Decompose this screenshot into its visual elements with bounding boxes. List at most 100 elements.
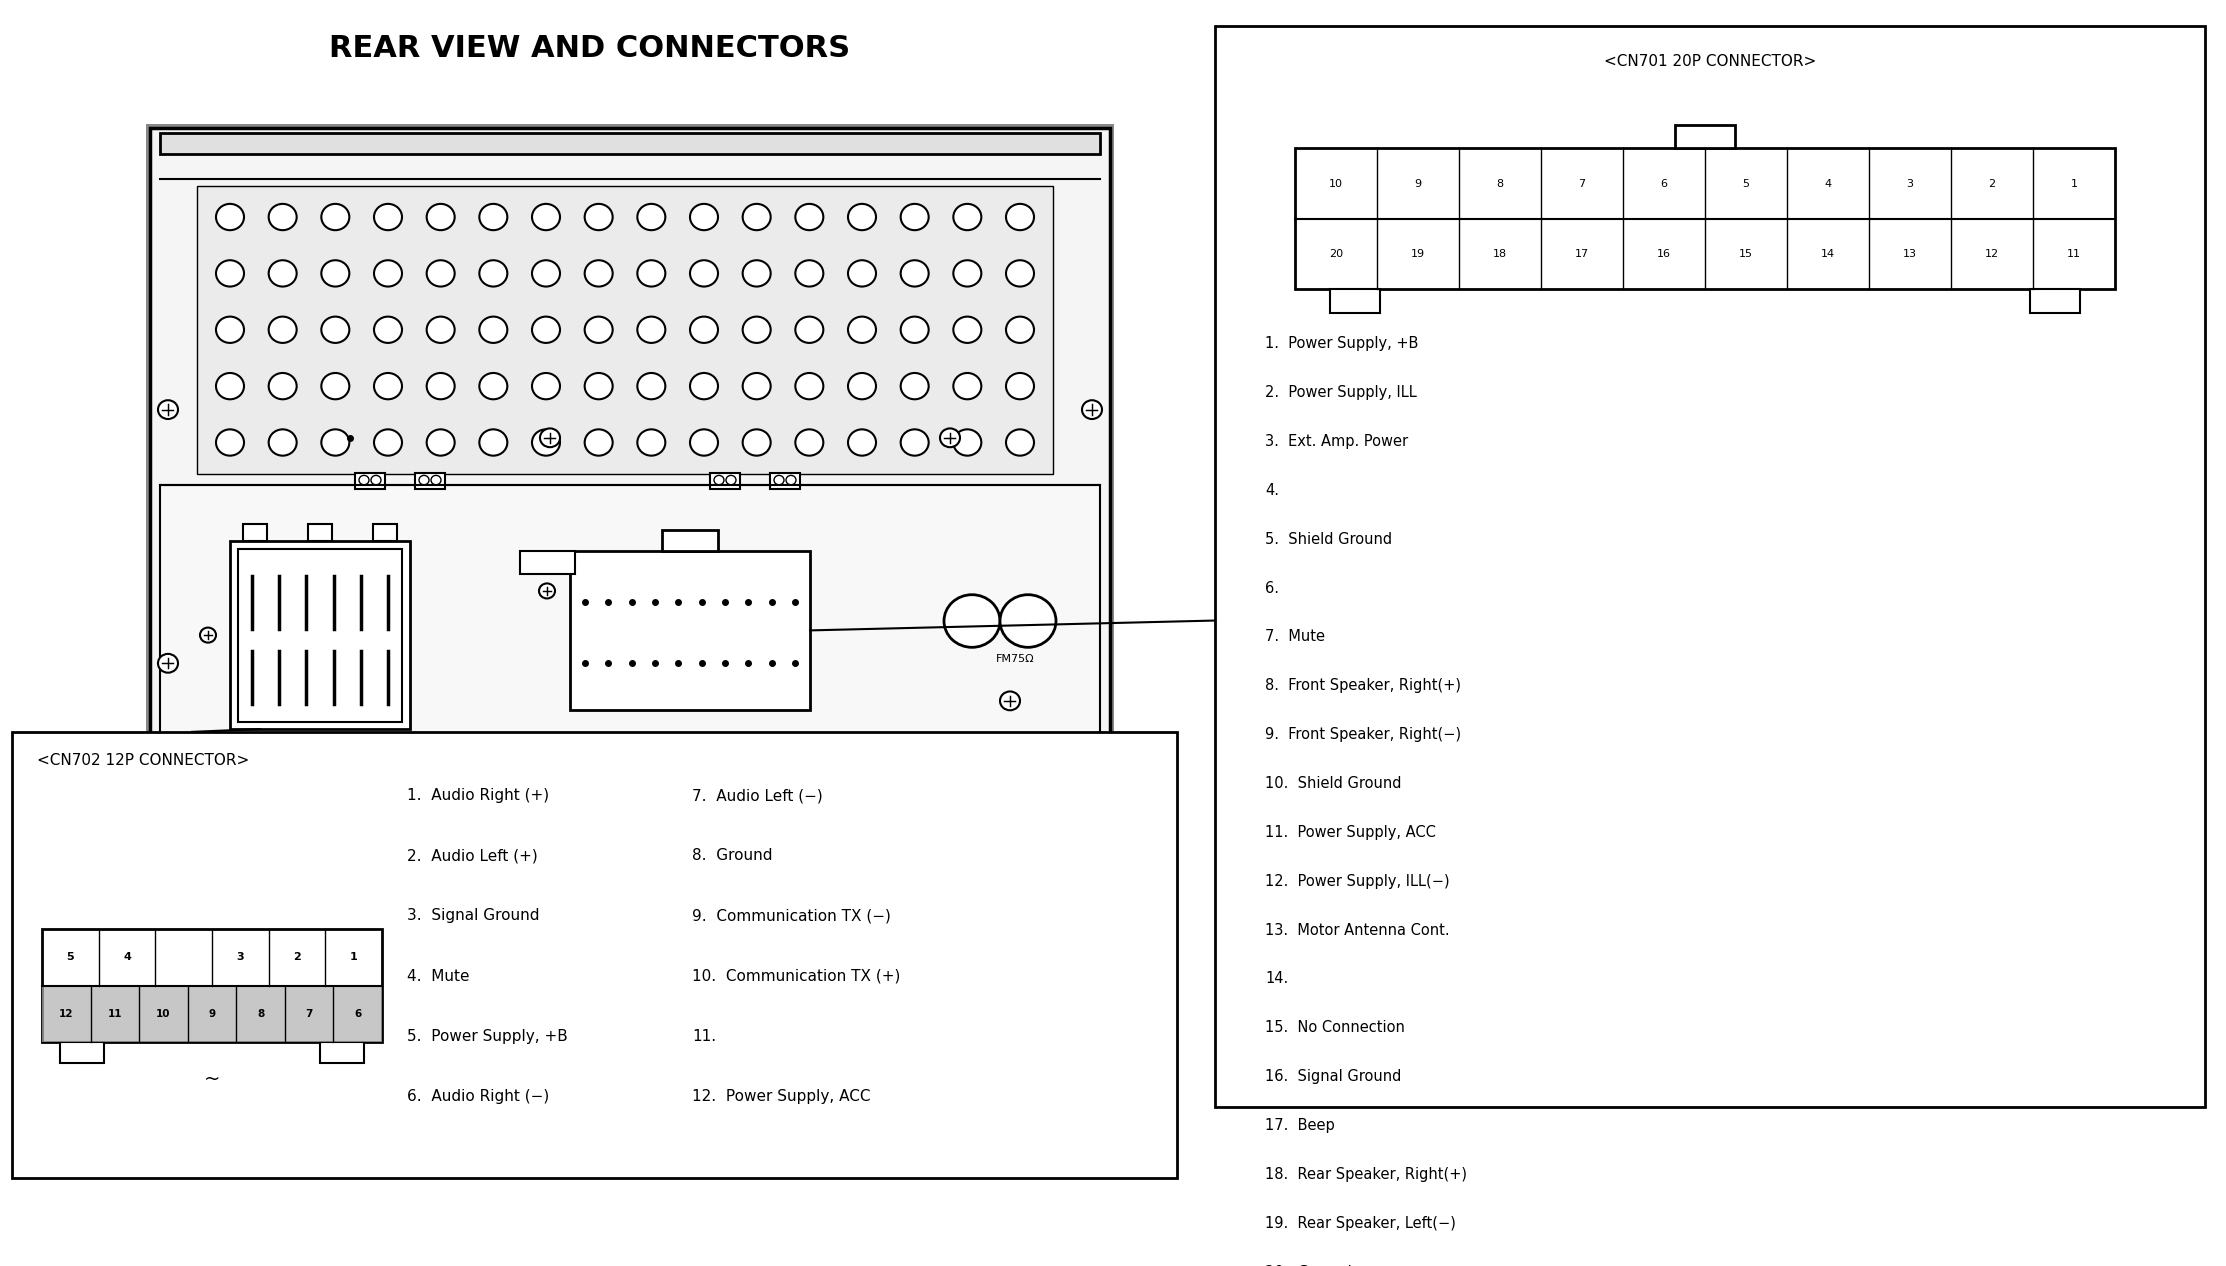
- Text: 4.: 4.: [1264, 482, 1280, 498]
- Text: 3.  Signal Ground: 3. Signal Ground: [407, 909, 539, 923]
- Text: 2.  Power Supply, ILL: 2. Power Supply, ILL: [1264, 385, 1416, 400]
- Circle shape: [374, 429, 403, 456]
- Text: ~: ~: [205, 1070, 220, 1089]
- Text: 3: 3: [1905, 179, 1914, 189]
- Circle shape: [848, 429, 877, 456]
- Bar: [196, 186, 1053, 473]
- Circle shape: [358, 476, 370, 485]
- Bar: [521, 551, 574, 573]
- Circle shape: [532, 373, 561, 399]
- Circle shape: [953, 204, 982, 230]
- Text: 1.  Audio Right (+): 1. Audio Right (+): [407, 789, 550, 803]
- Circle shape: [743, 204, 770, 230]
- Circle shape: [158, 400, 178, 419]
- Bar: [1296, 148, 2115, 290]
- Circle shape: [690, 316, 719, 343]
- Text: 5: 5: [67, 952, 73, 962]
- Circle shape: [637, 429, 666, 456]
- Circle shape: [795, 204, 824, 230]
- Text: 7.  Mute: 7. Mute: [1264, 629, 1324, 644]
- Text: 7.  Audio Left (−): 7. Audio Left (−): [692, 789, 824, 803]
- Circle shape: [953, 373, 982, 399]
- Text: 14: 14: [1821, 249, 1834, 260]
- Circle shape: [321, 373, 349, 399]
- Circle shape: [743, 261, 770, 286]
- Text: 17: 17: [1576, 249, 1589, 260]
- Text: 20: 20: [1329, 249, 1342, 260]
- Circle shape: [585, 429, 612, 456]
- Circle shape: [953, 429, 982, 456]
- Circle shape: [158, 653, 178, 672]
- Circle shape: [427, 316, 454, 343]
- Circle shape: [374, 373, 403, 399]
- Circle shape: [427, 204, 454, 230]
- Text: 5: 5: [1743, 179, 1750, 189]
- Circle shape: [795, 316, 824, 343]
- Bar: [60, 1042, 105, 1062]
- Text: 10: 10: [1329, 179, 1342, 189]
- Text: 2: 2: [294, 952, 301, 962]
- Circle shape: [200, 628, 216, 643]
- Text: <CN701 20P CONNECTOR>: <CN701 20P CONNECTOR>: [1605, 54, 1816, 70]
- Circle shape: [1006, 429, 1035, 456]
- Text: 12.  Power Supply, ACC: 12. Power Supply, ACC: [692, 1089, 870, 1104]
- Circle shape: [848, 373, 877, 399]
- Bar: [321, 1042, 365, 1062]
- Circle shape: [848, 204, 877, 230]
- Circle shape: [690, 429, 719, 456]
- Text: 5.  Power Supply, +B: 5. Power Supply, +B: [407, 1029, 568, 1043]
- Bar: [42, 929, 383, 1042]
- Circle shape: [216, 204, 245, 230]
- Text: 7: 7: [1578, 179, 1585, 189]
- Circle shape: [939, 428, 959, 447]
- Circle shape: [532, 316, 561, 343]
- Circle shape: [715, 476, 723, 485]
- Circle shape: [637, 261, 666, 286]
- Text: 16.  Signal Ground: 16. Signal Ground: [1264, 1070, 1402, 1084]
- Circle shape: [427, 261, 454, 286]
- Circle shape: [795, 261, 824, 286]
- Circle shape: [902, 373, 928, 399]
- Circle shape: [372, 476, 381, 485]
- Circle shape: [999, 691, 1020, 710]
- Text: 12: 12: [60, 1009, 73, 1019]
- Circle shape: [539, 584, 554, 599]
- Bar: [710, 472, 739, 490]
- Circle shape: [902, 429, 928, 456]
- Circle shape: [690, 373, 719, 399]
- Circle shape: [902, 204, 928, 230]
- Text: 5.  Shield Ground: 5. Shield Ground: [1264, 532, 1391, 547]
- Circle shape: [374, 204, 403, 230]
- Circle shape: [1006, 373, 1035, 399]
- Circle shape: [479, 429, 508, 456]
- Circle shape: [269, 261, 296, 286]
- Circle shape: [902, 316, 928, 343]
- Text: 2: 2: [1988, 179, 1994, 189]
- Text: 2.  Audio Left (+): 2. Audio Left (+): [407, 848, 539, 863]
- Text: 11.  Power Supply, ACC: 11. Power Supply, ACC: [1264, 825, 1436, 839]
- Circle shape: [637, 204, 666, 230]
- Circle shape: [795, 373, 824, 399]
- Bar: [1674, 125, 1734, 148]
- Bar: [238, 548, 403, 722]
- Bar: [2030, 290, 2079, 313]
- Circle shape: [1006, 204, 1035, 230]
- Circle shape: [479, 373, 508, 399]
- Text: 16: 16: [1656, 249, 1672, 260]
- Bar: [42, 985, 383, 1042]
- Bar: [147, 124, 1113, 789]
- Text: 8: 8: [1496, 179, 1503, 189]
- Circle shape: [374, 316, 403, 343]
- Circle shape: [743, 316, 770, 343]
- Circle shape: [848, 261, 877, 286]
- Text: 7: 7: [305, 1009, 314, 1019]
- Circle shape: [427, 429, 454, 456]
- Text: 9.  Communication TX (−): 9. Communication TX (−): [692, 909, 890, 923]
- Bar: [414, 472, 445, 490]
- Circle shape: [690, 204, 719, 230]
- Circle shape: [269, 429, 296, 456]
- Text: 3.  Ext. Amp. Power: 3. Ext. Amp. Power: [1264, 434, 1409, 449]
- Text: 9.  Front Speaker, Right(−): 9. Front Speaker, Right(−): [1264, 727, 1460, 742]
- Text: 19.  Rear Speaker, Left(−): 19. Rear Speaker, Left(−): [1264, 1215, 1456, 1231]
- Text: 8.  Front Speaker, Right(+): 8. Front Speaker, Right(+): [1264, 679, 1460, 694]
